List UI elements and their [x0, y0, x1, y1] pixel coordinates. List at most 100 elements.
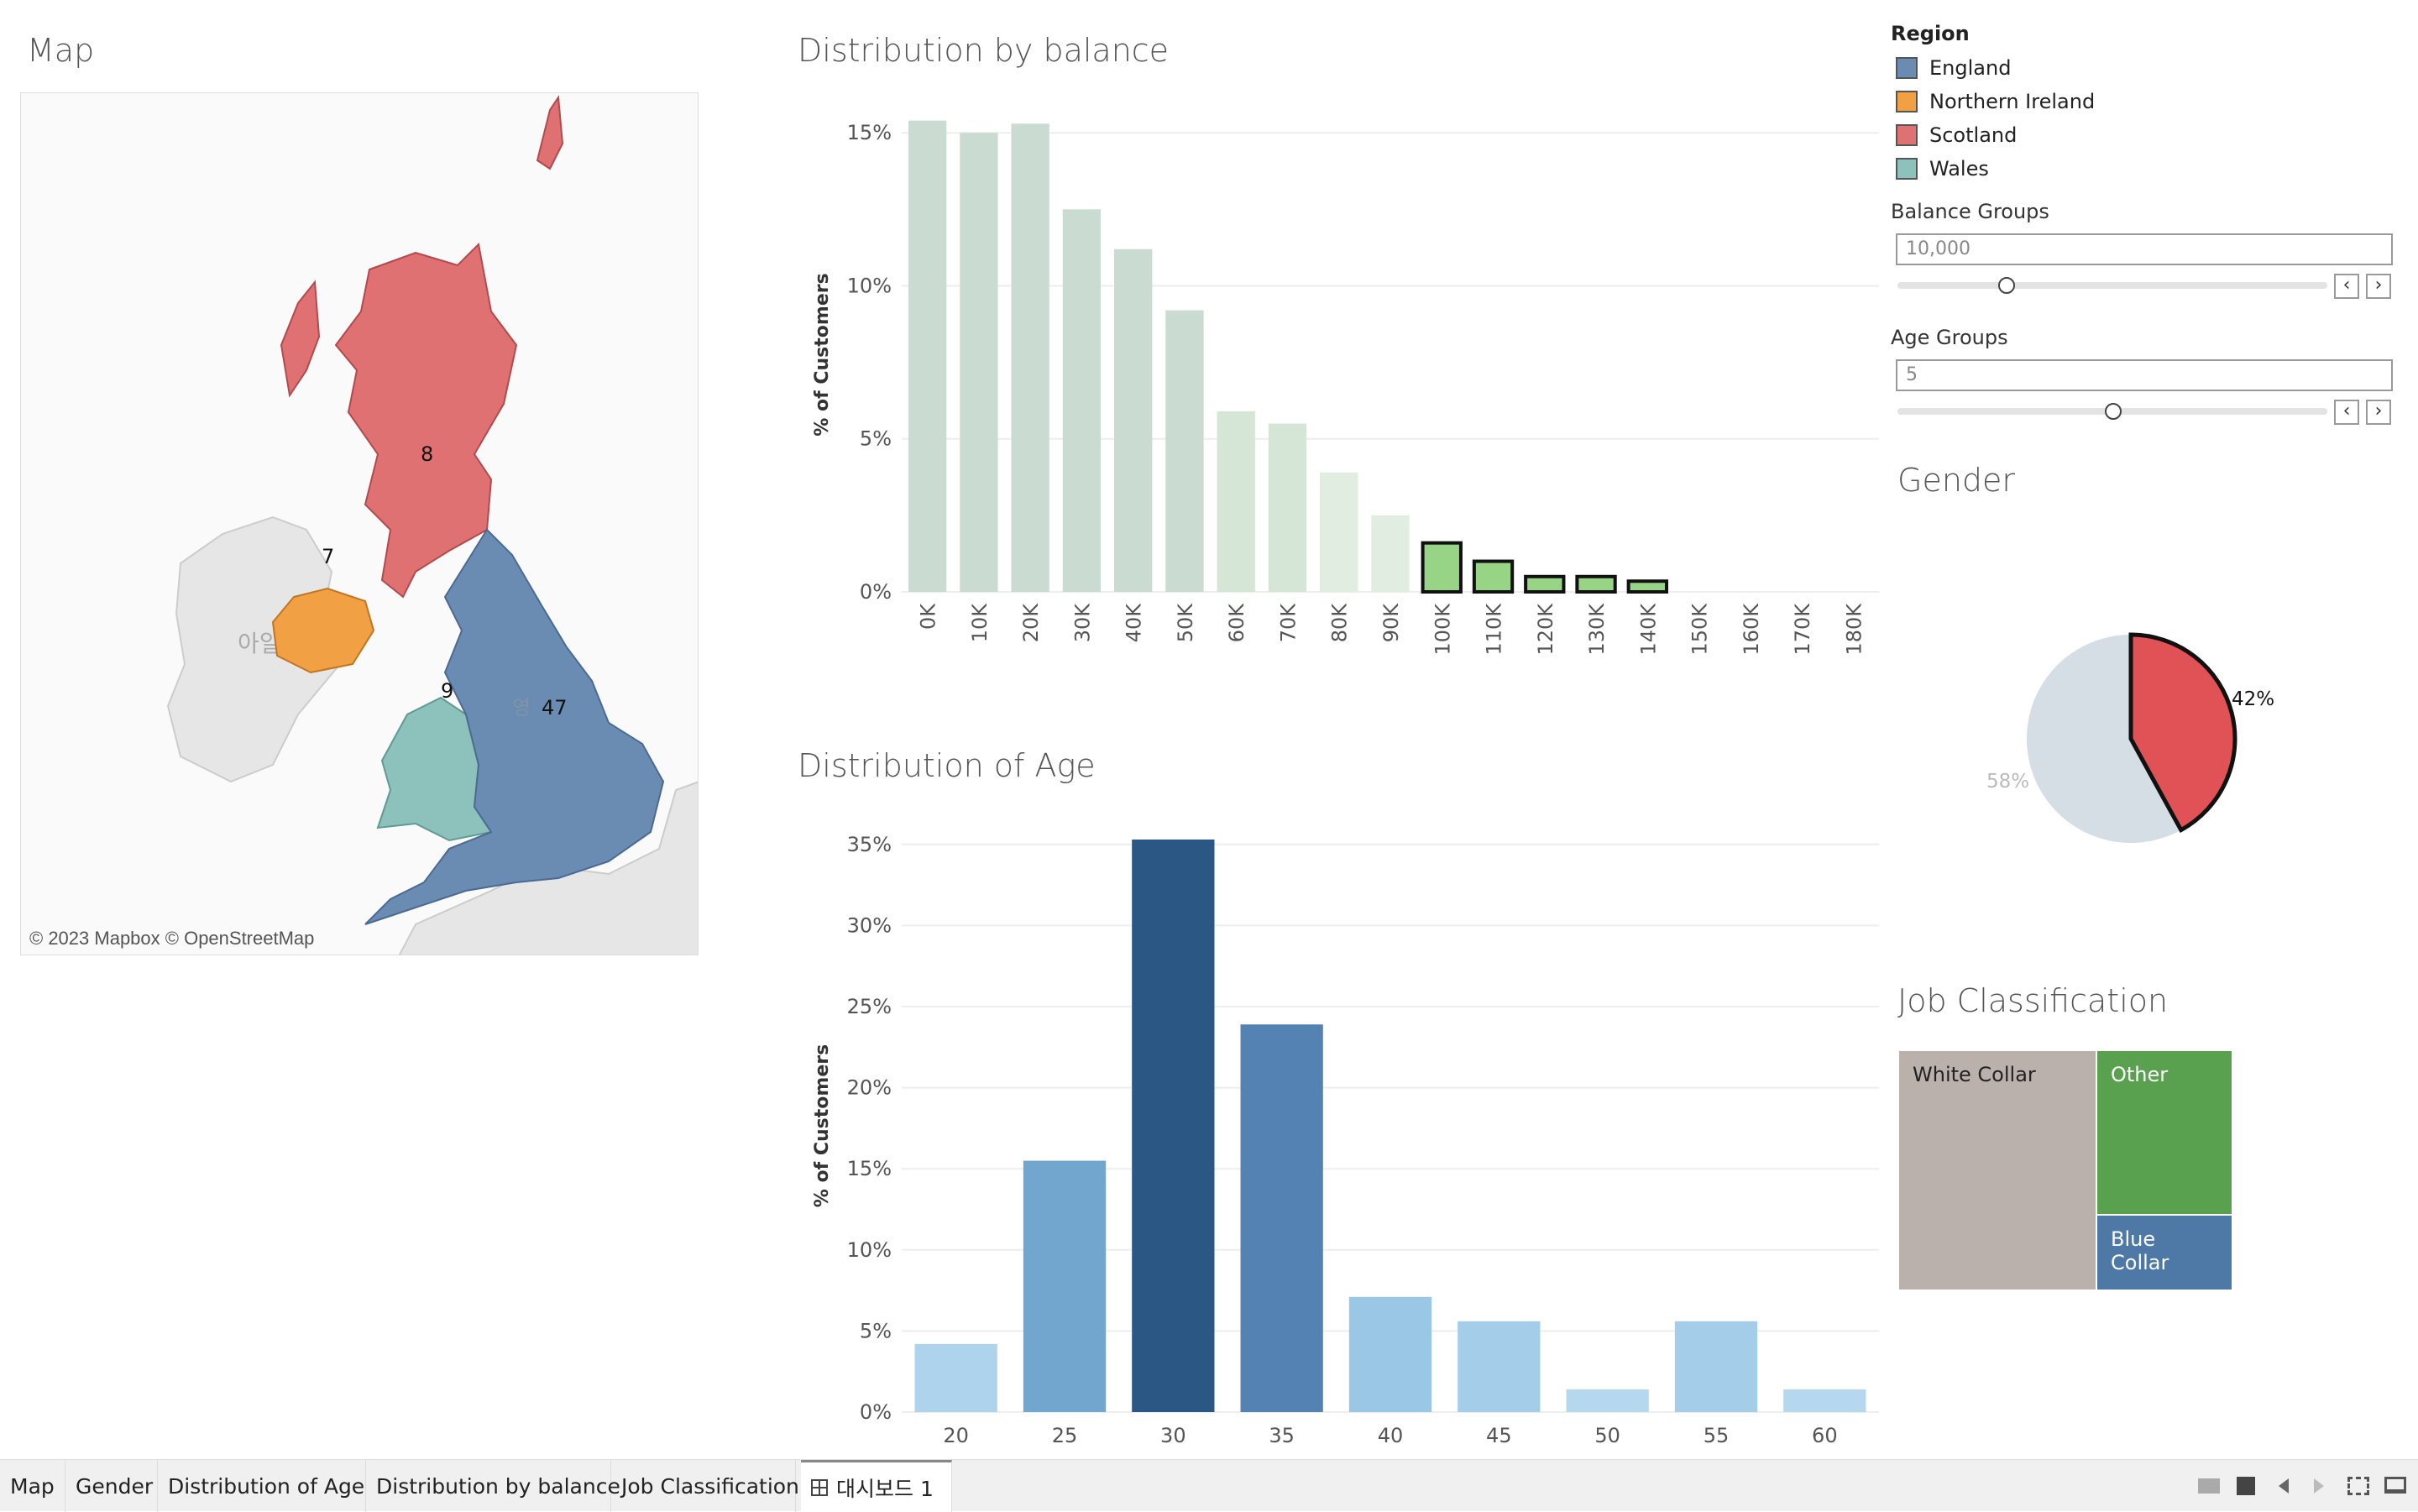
tab-dashboard-1[interactable]: 대시보드 1 — [801, 1460, 952, 1512]
region-scotland-isles[interactable] — [280, 95, 564, 398]
region-scotland[interactable] — [334, 242, 518, 599]
y-tick-label: 25% — [847, 995, 892, 1018]
bar[interactable] — [960, 133, 998, 592]
legend-swatch — [1896, 91, 1918, 112]
x-tick-label: 100K — [1431, 603, 1454, 656]
bar[interactable] — [914, 1343, 997, 1412]
x-tick-label: 35 — [1269, 1424, 1295, 1447]
x-tick-label: 50 — [1594, 1424, 1620, 1447]
region-england[interactable] — [364, 528, 665, 925]
prev-sheet-icon[interactable] — [2279, 1478, 2289, 1494]
tab-distribution-of-age[interactable]: Distribution of Age — [158, 1460, 366, 1512]
bar[interactable] — [1062, 209, 1102, 592]
bar[interactable] — [1371, 515, 1410, 592]
x-tick-label: 10K — [968, 603, 992, 643]
x-tick-label: 70K — [1276, 603, 1300, 643]
bar[interactable] — [1240, 1024, 1323, 1412]
show-tabs-icon[interactable] — [2198, 1478, 2220, 1494]
age-chart-title: Distribution of Age — [798, 747, 1096, 784]
x-tick-label: 60K — [1225, 603, 1248, 643]
legend-label: England — [1929, 56, 2012, 80]
bar[interactable] — [1011, 123, 1049, 593]
x-tick-label: 150K — [1688, 603, 1712, 656]
y-tick-label: 0% — [860, 580, 892, 604]
filmstrip-icon[interactable] — [2237, 1477, 2255, 1495]
x-tick-label: 45 — [1486, 1424, 1512, 1447]
age-groups-input[interactable]: 5 — [1896, 359, 2393, 391]
x-tick-label: 110K — [1483, 603, 1506, 656]
balance-bar-chart[interactable]: % of Customers 0% 5% 10% 15% 0K 10K 20K 30K 40K 50… — [798, 84, 1881, 688]
ireland-land — [166, 515, 342, 783]
balance-groups-slider-thumb[interactable] — [1998, 277, 2015, 294]
bar[interactable] — [1114, 249, 1153, 592]
pie-slice-female[interactable] — [2128, 632, 2237, 834]
treemap-white-collar[interactable]: White Collar — [1899, 1051, 2096, 1290]
region-label-england-partial: 영 — [512, 696, 531, 719]
bar[interactable] — [1320, 472, 1358, 592]
bar[interactable] — [1575, 574, 1617, 594]
balance-groups-slider[interactable] — [1897, 282, 2327, 289]
bar[interactable] — [1674, 1321, 1758, 1412]
bar[interactable] — [1524, 574, 1566, 594]
balance-groups-input[interactable]: 10,000 — [1896, 233, 2393, 265]
map-credit: © 2023 Mapbox © OpenStreetMap — [29, 928, 315, 949]
legend-item-wales[interactable]: Wales — [1896, 156, 1989, 181]
tab-gender[interactable]: Gender — [65, 1460, 158, 1512]
legend-swatch — [1896, 124, 1918, 146]
x-tick-label: 120K — [1534, 603, 1557, 656]
age-next-button[interactable]: › — [2366, 400, 2391, 425]
y-tick-label: 35% — [847, 833, 892, 856]
bar[interactable] — [1165, 310, 1204, 592]
bar[interactable] — [1626, 579, 1668, 594]
legend-label: Wales — [1929, 157, 1989, 180]
bar[interactable] — [1566, 1389, 1649, 1412]
region-northern-ireland[interactable] — [271, 587, 375, 674]
legend-label: Scotland — [1929, 123, 2018, 147]
bar[interactable] — [1421, 541, 1463, 594]
map-view[interactable]: 아일랜드 8 7 9 영 47 © 2023 Mapbox © OpenStre… — [20, 92, 699, 955]
y-tick-label: 10% — [847, 1238, 892, 1262]
uk-map[interactable]: 아일랜드 8 7 9 영 47 — [21, 93, 699, 955]
balance-prev-button[interactable]: ‹ — [2334, 274, 2359, 299]
legend-item-england[interactable]: England — [1896, 55, 2011, 81]
age-prev-button[interactable]: ‹ — [2334, 400, 2359, 425]
y-tick-label: 10% — [847, 274, 892, 297]
tab-map[interactable]: Map — [0, 1460, 65, 1512]
x-tick-label: 40K — [1123, 603, 1146, 643]
fullscreen-icon[interactable] — [2347, 1477, 2369, 1495]
age-groups-slider-thumb[interactable] — [2105, 403, 2122, 420]
x-tick-label: 0K — [917, 603, 940, 630]
bar[interactable] — [1132, 840, 1215, 1412]
bar[interactable] — [1472, 559, 1515, 594]
region-label-wales: 9 — [441, 679, 453, 703]
treemap-other[interactable]: Other — [2097, 1051, 2232, 1214]
legend-swatch — [1896, 57, 1918, 79]
gender-title: Gender — [1897, 462, 2016, 499]
gender-pie-chart[interactable]: 42% 58% — [1965, 613, 2300, 865]
legend-swatch — [1896, 158, 1918, 180]
bar[interactable] — [1268, 423, 1307, 592]
treemap-label: White Collar — [1913, 1063, 2036, 1086]
y-tick-label: 0% — [860, 1400, 892, 1424]
x-tick-label: 140K — [1636, 603, 1660, 656]
region-wales[interactable] — [376, 696, 493, 842]
bar[interactable] — [1023, 1160, 1107, 1412]
age-bar-chart[interactable]: % of Customers 0% 5% 10% 15% 20% 25% 30% 35% 20 25… — [798, 806, 1881, 1452]
presentation-icon[interactable] — [2384, 1477, 2406, 1494]
bar[interactable] — [1458, 1321, 1541, 1412]
balance-next-button[interactable]: › — [2366, 274, 2391, 299]
region-label-northern-ireland: 7 — [322, 545, 334, 568]
bar[interactable] — [908, 120, 947, 593]
tab-distribution-by-balance[interactable]: Distribution by balance — [366, 1460, 620, 1512]
bar[interactable] — [1217, 411, 1255, 592]
tab-job-classification[interactable]: Job Classification — [611, 1460, 799, 1512]
pie-label-female: 42% — [2232, 688, 2274, 710]
treemap-blue-collar[interactable]: Blue Collar — [2097, 1216, 2232, 1290]
legend-item-scotland[interactable]: Scotland — [1896, 123, 2017, 148]
x-tick-label: 160K — [1740, 603, 1763, 656]
bar[interactable] — [1783, 1389, 1866, 1412]
legend-item-northern-ireland[interactable]: Northern Ireland — [1896, 89, 2095, 114]
next-sheet-icon[interactable] — [2314, 1478, 2324, 1494]
x-tick-label: 50K — [1174, 603, 1197, 643]
bar[interactable] — [1348, 1296, 1432, 1412]
